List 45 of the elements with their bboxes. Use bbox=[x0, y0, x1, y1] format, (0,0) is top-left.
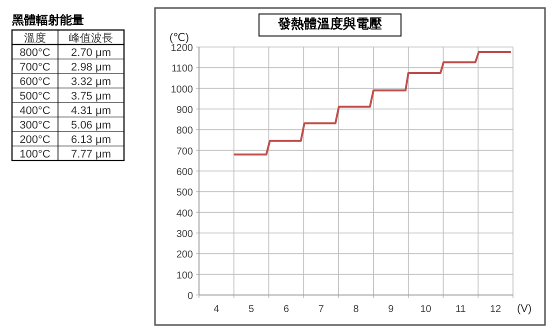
y-tick-label: 200 bbox=[176, 250, 194, 261]
y-tick-label: 0 bbox=[187, 291, 194, 302]
y-tick-label: 1000 bbox=[170, 84, 194, 96]
y-tick-label: 200°C bbox=[20, 134, 50, 146]
x-axis-title: (V) bbox=[517, 303, 532, 315]
y-tick-label: 1100 bbox=[171, 64, 194, 75]
x-tick-label: 7 bbox=[318, 304, 324, 315]
y-tick-label: 400°C bbox=[20, 104, 50, 117]
x-tick-label: 4 bbox=[214, 304, 220, 315]
x-tick-label: 6 bbox=[283, 304, 290, 315]
y-tick-label: 300°C bbox=[20, 119, 50, 132]
y-tick-label: 900 bbox=[176, 105, 194, 116]
x-tick-label: 5 bbox=[248, 304, 255, 315]
x-tick-label: 12 bbox=[490, 304, 502, 315]
chart-title: 黑體輻射能量 bbox=[11, 13, 84, 27]
data-label: 4.31 μm bbox=[71, 104, 111, 117]
line-series bbox=[234, 50, 512, 156]
y-tick-label: 300 bbox=[176, 229, 194, 240]
y-tick-label: 400 bbox=[176, 208, 194, 220]
y-tick-label: 1200 bbox=[170, 43, 194, 54]
data-label: 2.98 μm bbox=[71, 61, 111, 74]
chart-title: 發熱體溫度與電壓 bbox=[277, 16, 383, 31]
y-tick-label: 800°C bbox=[20, 46, 50, 59]
data-label: 5.06 μm bbox=[71, 119, 111, 132]
data-label: 7.77 μm bbox=[71, 148, 111, 160]
x-tick-label: 9 bbox=[388, 304, 394, 315]
y-tick-label: 100 bbox=[176, 270, 194, 282]
data-label: 2.70 μm bbox=[71, 46, 111, 59]
y-tick-label: 700°C bbox=[20, 61, 50, 74]
x-tick-label: 峰值波長 bbox=[69, 31, 113, 44]
y-axis-title: 溫度 bbox=[24, 31, 46, 44]
y-tick-label: 800 bbox=[176, 126, 194, 137]
data-label: 3.75 μm bbox=[71, 90, 111, 102]
y-tick-label: 600°C bbox=[20, 76, 50, 88]
y-tick-label: 500 bbox=[176, 188, 194, 199]
y-tick-label: 100°C bbox=[20, 148, 50, 160]
y-tick-label: 700 bbox=[176, 146, 194, 158]
x-tick-label: 10 bbox=[420, 304, 432, 315]
data-label: 3.32 μm bbox=[71, 76, 111, 88]
y-tick-label: 500°C bbox=[20, 90, 50, 102]
x-tick-label: 11 bbox=[455, 304, 466, 315]
data-label: 6.13 μm bbox=[71, 134, 111, 146]
x-tick-label: 8 bbox=[353, 304, 360, 315]
y-tick-label: 600 bbox=[176, 167, 194, 178]
y-axis-title: (℃) bbox=[169, 32, 189, 44]
